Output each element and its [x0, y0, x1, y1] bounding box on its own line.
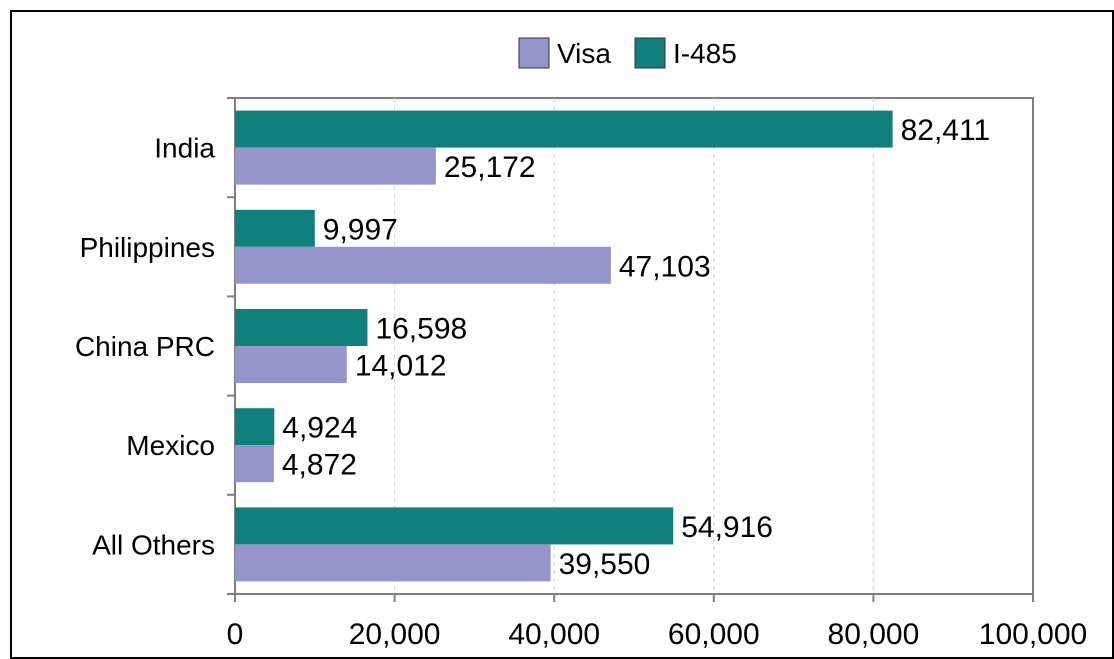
- bar-visa: [235, 147, 436, 185]
- data-label: 54,916: [681, 511, 773, 544]
- bar-visa: [235, 445, 274, 483]
- x-tick-label: 80,000: [828, 618, 920, 651]
- bar-i-485: [235, 408, 275, 446]
- x-tick-label: 100,000: [979, 618, 1087, 651]
- category-labels: India Philippines China PRC Mexico All Other…: [75, 133, 215, 561]
- data-label: 14,012: [355, 350, 447, 383]
- legend-label: I-485: [673, 38, 737, 69]
- x-tick-label: 0: [227, 618, 244, 651]
- bar-i-485: [235, 110, 893, 148]
- data-label: 82,411: [901, 114, 991, 147]
- category-label: India: [154, 133, 215, 164]
- legend: Visa I-485: [518, 37, 737, 69]
- data-label: 16,598: [375, 313, 467, 346]
- data-label: 4,872: [282, 449, 357, 482]
- bar-i-485: [235, 209, 315, 247]
- data-labels: 82,411 25,172 9,997 47,103 16,598 14,012 4,924…: [282, 114, 990, 581]
- category-label: Philippines: [80, 232, 215, 263]
- bar-visa: [235, 544, 551, 582]
- data-label: 9,997: [323, 213, 398, 246]
- legend-label: Visa: [557, 38, 611, 69]
- bar-i-485: [235, 309, 368, 346]
- legend-swatch: [518, 37, 550, 69]
- category-label: China PRC: [75, 331, 215, 362]
- bar-visa: [235, 246, 611, 284]
- bar-i-485: [235, 507, 674, 545]
- category-label: Mexico: [126, 430, 215, 461]
- data-label: 39,550: [559, 548, 651, 581]
- data-label: 25,172: [444, 151, 536, 184]
- x-tick-label: 60,000: [668, 618, 760, 651]
- legend-swatch: [634, 37, 666, 69]
- x-tick-label: 20,000: [349, 618, 441, 651]
- bars: [235, 110, 893, 582]
- data-label: 47,103: [619, 250, 711, 283]
- x-axis: 0 20,000 40,000 60,000 80,000 100,000: [227, 97, 1087, 651]
- category-label: All Others: [92, 529, 215, 560]
- data-label: 4,924: [282, 412, 357, 445]
- bar-visa: [235, 346, 347, 383]
- x-tick-label: 40,000: [508, 618, 600, 651]
